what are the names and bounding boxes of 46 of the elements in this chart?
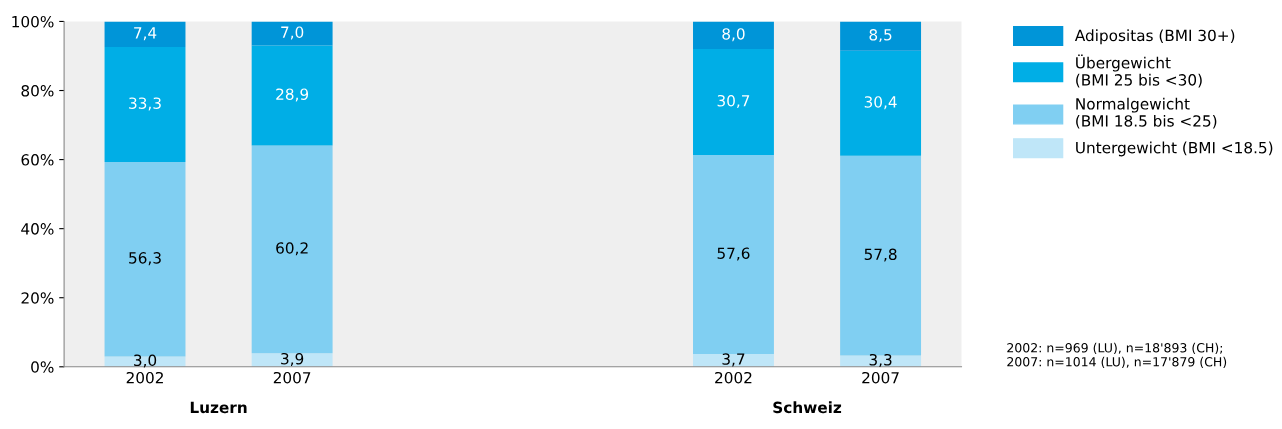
y-tick-label: 20% bbox=[21, 292, 54, 304]
data-label: 3,3 bbox=[869, 353, 892, 368]
legend-label: Untergewicht (BMI <18.5) bbox=[1076, 141, 1273, 157]
legend-label: Normalgewicht (BMI 18.5 bis <25) bbox=[1076, 97, 1217, 129]
bar bbox=[840, 21, 922, 51]
bar bbox=[104, 21, 186, 48]
data-label: 8,0 bbox=[722, 28, 745, 42]
data-label: 57,8 bbox=[864, 248, 897, 262]
bar bbox=[840, 355, 922, 367]
legend-label: Übergewicht (BMI 25 bis <30) bbox=[1076, 54, 1202, 88]
bar bbox=[840, 155, 922, 356]
y-tick-label: 80% bbox=[21, 84, 54, 97]
bar bbox=[693, 49, 774, 156]
x-tick-label: 2002 bbox=[715, 371, 752, 384]
y-tick-label: 60% bbox=[21, 154, 54, 166]
bar bbox=[251, 145, 333, 354]
text: Schweiz bbox=[773, 401, 842, 414]
bar bbox=[693, 155, 774, 355]
bar bbox=[104, 47, 186, 163]
y-tick-label: 100% bbox=[12, 15, 54, 28]
data-label: 60,2 bbox=[276, 242, 308, 256]
data-label: 7,0 bbox=[281, 26, 304, 40]
legend-label: Adipositas (BMI 30+) bbox=[1074, 29, 1235, 45]
bar bbox=[693, 21, 774, 50]
data-label: 57,6 bbox=[717, 247, 750, 261]
data-label: 8,5 bbox=[869, 29, 892, 43]
data-label: 28,9 bbox=[276, 88, 309, 102]
x-tick-label: 2007 bbox=[273, 371, 311, 384]
data-label: 33,3 bbox=[129, 97, 161, 111]
bar bbox=[251, 45, 333, 146]
data-label: 3,9 bbox=[281, 352, 304, 367]
text: Luzern bbox=[190, 401, 247, 414]
bar bbox=[840, 50, 922, 156]
data-label: 30,4 bbox=[864, 96, 897, 110]
y-tick-label: 40% bbox=[21, 223, 54, 235]
bar bbox=[251, 21, 333, 46]
y-tick-label: 0% bbox=[31, 361, 54, 373]
data-label: 3,0 bbox=[134, 354, 157, 368]
text: 2002: n=969 (LU), n=18'893 (CH); 2007: n=1014 (LU), n=17'879 (CH) bbox=[1007, 342, 1227, 368]
data-label: 56,3 bbox=[129, 252, 161, 266]
x-tick-label: 2007 bbox=[862, 371, 899, 384]
data-label: 7,4 bbox=[134, 27, 157, 41]
x-tick-label: 2002 bbox=[126, 371, 163, 384]
bar bbox=[251, 353, 333, 367]
data-label: 30,7 bbox=[717, 94, 750, 109]
data-label: 3,7 bbox=[722, 353, 745, 367]
